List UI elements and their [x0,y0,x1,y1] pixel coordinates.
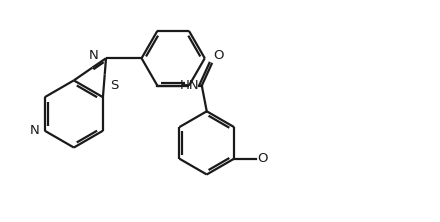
Text: S: S [110,79,118,91]
Text: HN: HN [180,79,200,92]
Text: N: N [88,49,99,62]
Text: O: O [214,49,224,62]
Text: O: O [257,152,268,165]
Text: N: N [30,124,40,137]
